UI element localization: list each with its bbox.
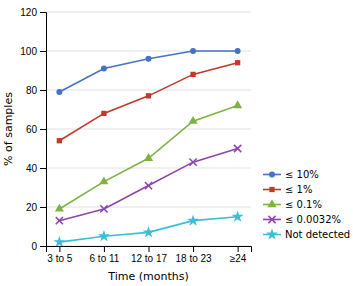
y-tick-mark bbox=[40, 168, 46, 169]
y-axis-line bbox=[40, 13, 47, 247]
y-axis-title: % of samples bbox=[2, 92, 15, 166]
legend-item: ≤ 0.1% bbox=[263, 199, 322, 210]
legend-label: ≤ 1% bbox=[285, 184, 312, 195]
legend-marker bbox=[269, 172, 275, 178]
legend-item: ≤ 1% bbox=[263, 184, 312, 195]
x-tick-label: 18 to 23 bbox=[175, 253, 212, 264]
series-line bbox=[59, 63, 237, 141]
series-point bbox=[55, 204, 64, 212]
series-point bbox=[235, 48, 241, 54]
x-tick: 3 to 5 bbox=[47, 246, 72, 264]
series-point bbox=[144, 153, 153, 161]
series-point bbox=[235, 60, 240, 65]
series-point bbox=[98, 230, 110, 241]
legend-item: Not detected bbox=[263, 228, 350, 240]
series-point bbox=[57, 138, 62, 143]
legend-item: ≤ 0.0032% bbox=[263, 214, 341, 225]
grid-line bbox=[46, 90, 251, 91]
x-tick-mark bbox=[59, 246, 60, 252]
x-tick-mark bbox=[238, 246, 239, 252]
series-point bbox=[189, 116, 198, 124]
y-tick-mark bbox=[40, 12, 46, 13]
series-point bbox=[146, 93, 151, 98]
x-axis-title: Time (months) bbox=[107, 270, 188, 283]
legend-marker bbox=[268, 216, 275, 223]
y-tick-label: 100 bbox=[20, 46, 37, 57]
x-tick-label: 12 to 17 bbox=[131, 253, 168, 264]
grid-line bbox=[46, 12, 251, 13]
series-point bbox=[143, 226, 155, 237]
legend-item: ≤ 10% bbox=[263, 169, 319, 180]
series-point bbox=[99, 176, 108, 184]
series-point bbox=[53, 236, 65, 246]
series-point bbox=[187, 214, 199, 225]
y-tick-label: 80 bbox=[26, 85, 38, 96]
x-tick: 12 to 17 bbox=[131, 246, 168, 264]
series-point bbox=[233, 100, 242, 108]
chart: 3 to 5 6 to 11 12 to 17 18 to 23 ≥24 0 20 40 60 8… bbox=[0, 0, 353, 286]
y-tick-label: 40 bbox=[26, 163, 38, 174]
x-tick-label: 3 to 5 bbox=[47, 253, 72, 264]
legend: ≤ 10% ≤ 1% ≤ 0.1% ≤ 0.0032% Not detected bbox=[263, 169, 350, 240]
x-axis: 3 to 5 6 to 11 12 to 17 18 to 23 ≥24 bbox=[47, 246, 252, 264]
y-tick: 40 bbox=[26, 163, 46, 174]
x-tick-label: ≥24 bbox=[230, 253, 247, 264]
y-tick: 0 bbox=[31, 241, 46, 252]
grid-line bbox=[46, 207, 251, 208]
x-tick-mark bbox=[104, 246, 105, 252]
series-point bbox=[145, 182, 152, 189]
series-line bbox=[59, 51, 237, 92]
series-point bbox=[56, 217, 63, 224]
y-tick-mark bbox=[40, 246, 46, 247]
x-tick-mark bbox=[149, 246, 150, 252]
series-point bbox=[101, 66, 107, 72]
y-tick-mark bbox=[40, 51, 46, 52]
y-tick-label: 20 bbox=[26, 202, 38, 213]
series-point bbox=[232, 210, 244, 221]
y-tick: 100 bbox=[20, 46, 46, 57]
series-line bbox=[59, 149, 237, 221]
legend-marker bbox=[266, 228, 278, 239]
series-line bbox=[59, 217, 237, 242]
x-tick: 6 to 11 bbox=[90, 246, 120, 264]
x-axis-line bbox=[47, 247, 252, 253]
legend-marker bbox=[267, 199, 276, 207]
plot: 3 to 5 6 to 11 12 to 17 18 to 23 ≥24 0 20 40 60 8… bbox=[20, 7, 251, 264]
legend-label: ≤ 10% bbox=[285, 169, 319, 180]
series-point bbox=[101, 111, 106, 116]
series-point bbox=[189, 159, 196, 166]
y-tick-mark bbox=[40, 90, 46, 91]
legend-label: ≤ 0.1% bbox=[285, 199, 322, 210]
series-point bbox=[234, 145, 241, 152]
y-axis: 0 20 40 60 80 100 120 bbox=[20, 7, 46, 252]
y-tick: 120 bbox=[20, 7, 46, 18]
grid-line bbox=[46, 168, 251, 169]
y-tick: 20 bbox=[26, 202, 46, 213]
grid bbox=[46, 12, 251, 246]
series-point bbox=[190, 48, 196, 54]
x-tick: ≥24 bbox=[230, 246, 247, 264]
x-tick: 18 to 23 bbox=[175, 246, 212, 264]
series-point bbox=[56, 89, 62, 95]
y-tick-mark bbox=[40, 207, 46, 208]
series-point bbox=[146, 56, 152, 62]
legend-label: ≤ 0.0032% bbox=[285, 214, 341, 225]
x-tick-label: 6 to 11 bbox=[90, 253, 120, 264]
y-tick-label: 0 bbox=[31, 241, 37, 252]
series-point bbox=[100, 205, 107, 212]
y-tick: 80 bbox=[26, 85, 46, 96]
y-tick: 60 bbox=[26, 124, 46, 135]
legend-label: Not detected bbox=[285, 229, 350, 240]
y-tick-label: 120 bbox=[20, 7, 37, 18]
x-tick-mark bbox=[193, 246, 194, 252]
series-point bbox=[190, 72, 195, 77]
marks bbox=[53, 48, 243, 246]
legend-marker bbox=[269, 187, 274, 192]
y-tick-label: 60 bbox=[26, 124, 38, 135]
y-tick-mark bbox=[40, 129, 46, 130]
